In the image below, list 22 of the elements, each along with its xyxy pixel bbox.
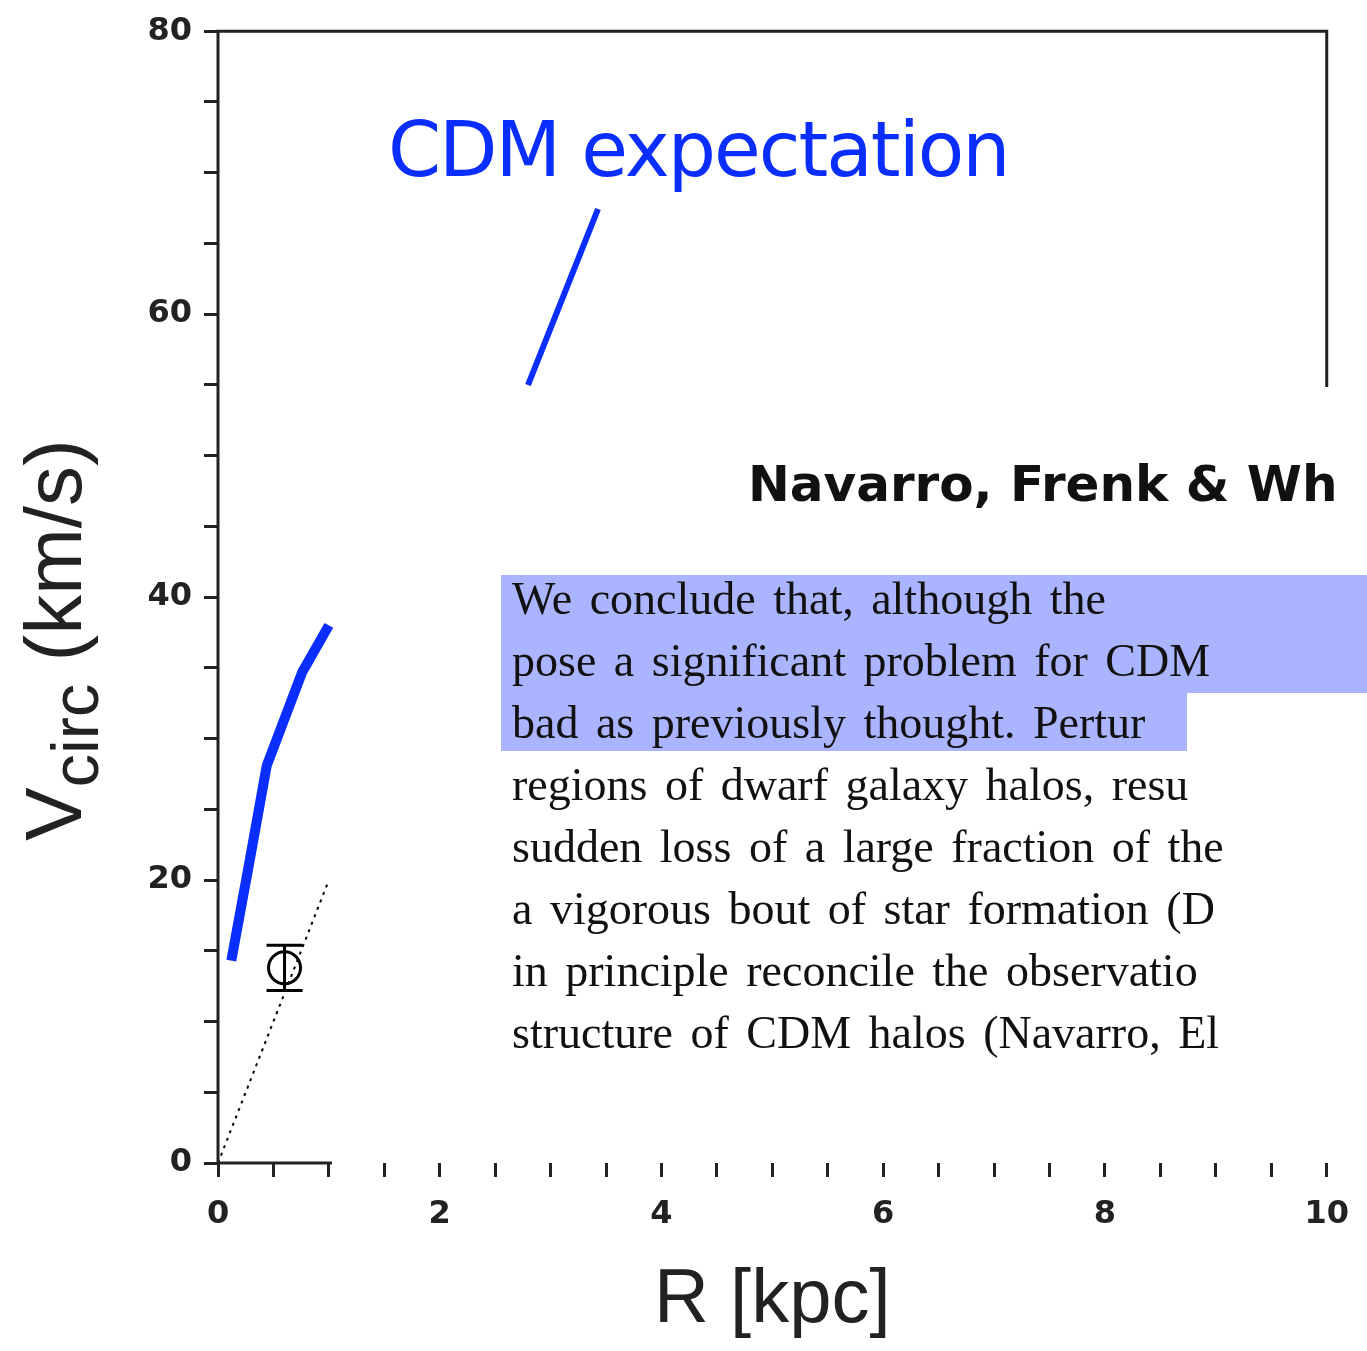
annotation: a vigorous bout of star formation (D — [512, 882, 1215, 935]
y-tick-label: 80 — [147, 9, 192, 48]
annotation: sudden loss of a large fraction of the — [512, 820, 1224, 873]
x-axis-title: R [kpc] — [654, 1253, 891, 1339]
y-tick-label: 40 — [147, 575, 192, 614]
x-tick-label: 4 — [650, 1192, 673, 1231]
x-tick-label: 10 — [1304, 1192, 1349, 1231]
annotation: structure of CDM halos (Navarro, El — [512, 1006, 1220, 1059]
y-tick-label: 60 — [147, 292, 192, 331]
y-tick-label: 0 — [169, 1141, 192, 1180]
y-tick-label: 20 — [147, 858, 192, 897]
annotation: in principle reconcile the observatio — [512, 944, 1198, 997]
annotation: bad as previously thought. Pertur — [512, 696, 1146, 749]
x-tick-label: 8 — [1093, 1192, 1117, 1231]
x-tick-label: 0 — [206, 1192, 230, 1231]
annotation: CDM expectation — [388, 105, 1009, 194]
annotation: regions of dwarf galaxy halos, resu — [512, 758, 1189, 811]
x-tick-label: 6 — [872, 1192, 895, 1231]
annotation: We conclude that, although the — [512, 572, 1106, 625]
annotation: pose a significant problem for CDM — [512, 634, 1211, 687]
x-tick-label: 2 — [428, 1192, 451, 1231]
annotation: Navarro, Frenk & Wh — [748, 455, 1338, 513]
